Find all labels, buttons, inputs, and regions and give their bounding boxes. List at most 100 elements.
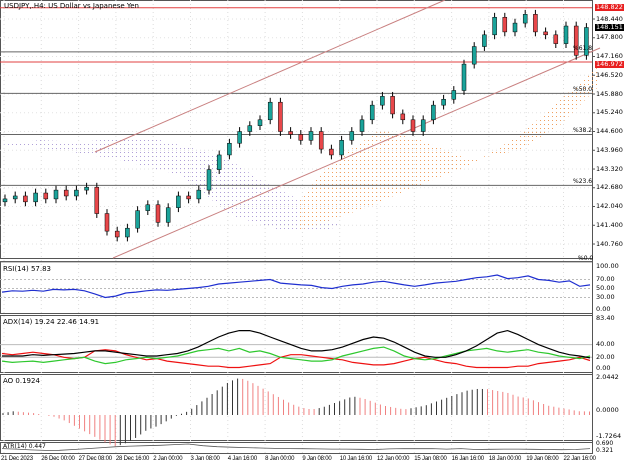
price-axis-label: 142.680 — [596, 183, 623, 192]
adx-axis-label: 20.00 — [596, 352, 615, 361]
rsi-axis-label: 50.00 — [596, 284, 615, 292]
fib-label: %61.8 — [573, 44, 593, 52]
time-label: 3 Jan 08:00 — [190, 456, 220, 462]
candle-body — [298, 134, 304, 141]
price-axis-label: 143.320 — [596, 164, 623, 173]
candle-body — [288, 131, 293, 135]
rsi-axis-label: 100.00 — [596, 261, 619, 270]
candle-body — [257, 119, 263, 126]
ao-axis-label: 0.0000 — [596, 405, 619, 414]
candle-body — [125, 227, 130, 238]
candle-body — [43, 192, 49, 200]
candle-body — [94, 186, 100, 214]
candle-body — [553, 34, 559, 44]
time-label: 28 Dec 16:00 — [115, 456, 150, 462]
candle-body — [451, 90, 457, 100]
plus-di-line — [1, 346, 591, 365]
atr-axis-label: 0.321 — [596, 447, 614, 454]
candle-body — [339, 140, 344, 156]
panel-frame — [0, 261, 593, 314]
candle-body — [533, 14, 538, 33]
candle-body — [522, 14, 528, 24]
candle-body — [267, 101, 273, 121]
time-label: 26 Dec 00:00 — [41, 456, 75, 462]
atr-line — [1, 443, 591, 451]
rsi-axis-label: 0.00 — [596, 305, 611, 313]
fib-label: %50.0 — [573, 86, 593, 94]
candle-body — [114, 230, 120, 238]
adx-line — [2, 329, 591, 359]
ao-axis-label: -1.7264 — [596, 432, 622, 440]
candle-body — [502, 16, 508, 33]
candle-body — [308, 131, 314, 141]
time-label: 4 Jan 16:00 — [227, 456, 257, 462]
time-label: 21 Dec 2023 — [1, 456, 33, 462]
price-axis-label: 143.960 — [596, 145, 623, 154]
high-price-tag: 148.822 — [595, 3, 624, 11]
candle-body — [84, 186, 89, 191]
time-label: 2 Jan 00:00 — [153, 456, 183, 462]
candle-body — [318, 131, 324, 150]
candle-body — [196, 189, 202, 200]
fib-label: %0.0 — [578, 254, 594, 262]
candle-body — [12, 195, 18, 200]
candle-body — [482, 34, 487, 47]
time-label: 22 Jan 16:00 — [563, 456, 596, 462]
candle-body — [33, 192, 38, 203]
candle-body — [206, 169, 212, 191]
fib-label: %23.6 — [573, 178, 593, 186]
ao-axis-label: 2.0442 — [596, 373, 619, 381]
ao-label: AO 0.1924 — [3, 377, 40, 385]
candle-body — [135, 210, 140, 229]
atr-label: ATR(14) 0.447 — [3, 443, 46, 450]
candle-body — [104, 213, 110, 232]
candle-body — [461, 63, 467, 91]
rsi-axis-label: 30.00 — [596, 293, 615, 301]
current-price-tag: 148.151 — [595, 23, 624, 31]
candle-body — [2, 198, 8, 203]
ichimoku-cloud-bullish — [300, 65, 600, 230]
candle-body — [165, 207, 171, 223]
ichimoku-cloud-bearish — [0, 138, 340, 232]
rsi-axis-label: 70.00 — [596, 275, 615, 283]
candle-body — [349, 131, 355, 141]
fib-label: %38.2 — [573, 127, 593, 135]
price-axis-label: 142.040 — [596, 202, 623, 211]
channel-lower-line — [112, 47, 601, 259]
candle-body — [410, 119, 416, 132]
time-label: 9 Jan 08:00 — [302, 456, 332, 462]
candle-body — [155, 204, 161, 223]
candle-body — [53, 189, 59, 200]
candle-body — [431, 104, 436, 121]
price-axis-label: 145.880 — [596, 89, 623, 98]
candle-body — [145, 204, 151, 211]
price-axis-label: 145.240 — [596, 108, 623, 117]
time-label: 8 Jan 00:00 — [265, 456, 295, 462]
candle-body — [543, 31, 548, 36]
time-label: 10 Jan 16:00 — [339, 456, 372, 462]
price-axis-label: 141.400 — [596, 220, 623, 229]
candle-body — [584, 27, 589, 56]
candle-body — [247, 125, 253, 132]
candle-body — [359, 119, 365, 132]
candle-body — [74, 189, 79, 197]
candle-body — [400, 113, 406, 121]
price-axis-label: 140.760 — [596, 239, 623, 248]
level-price-tag: 146.972 — [595, 60, 624, 68]
adx-label: ADX(14) 19.24 22.46 14.91 — [3, 318, 100, 326]
adx-axis-label: 83.40 — [596, 314, 615, 322]
price-axis-label: 147.160 — [596, 52, 623, 60]
panel-frame — [0, 442, 593, 454]
rsi-line — [1, 274, 591, 299]
time-label: 19 Jan 08:00 — [526, 456, 559, 462]
chart-title: USDJPY,.H4: US Dollar vs Japanese Yen — [4, 2, 139, 10]
price-axis-label: 148.440 — [596, 14, 623, 23]
candle-body — [329, 148, 334, 156]
price-axis-label: 144.600 — [596, 127, 623, 135]
price-axis-label: 147.800 — [596, 33, 623, 42]
candle-body — [216, 154, 222, 170]
time-label: 18 Jan 00:00 — [488, 456, 522, 462]
time-label: 27 Dec 08:00 — [78, 456, 112, 462]
time-label: 16 Jan 16:00 — [451, 456, 484, 462]
